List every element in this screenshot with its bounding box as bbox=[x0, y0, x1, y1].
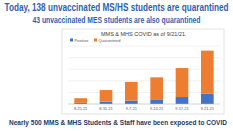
x-tick-label: 9.14.21 bbox=[150, 106, 164, 111]
bar bbox=[150, 99, 163, 104]
grid-line bbox=[68, 57, 220, 58]
subheadline: 43 unvaccinated MES students are also qu… bbox=[33, 15, 201, 25]
footer: Nearly 500 MMS & MHS Students & Staff ha… bbox=[9, 118, 228, 127]
bar bbox=[125, 101, 138, 104]
bar bbox=[100, 102, 113, 104]
root: Today, 138 unvaccinated MS/HS students a… bbox=[0, 0, 233, 131]
bar bbox=[150, 77, 163, 99]
x-tick-label: 8.25.21 bbox=[74, 106, 88, 111]
legend-swatch bbox=[94, 39, 97, 42]
x-tick-label: 9.21.21 bbox=[201, 106, 215, 111]
x-axis bbox=[68, 104, 220, 105]
grid-line bbox=[68, 104, 220, 105]
grid-line bbox=[68, 92, 220, 93]
legend-label: Positive bbox=[75, 38, 90, 43]
chart-frame bbox=[62, 29, 224, 114]
grid-line bbox=[68, 80, 220, 81]
bar bbox=[125, 82, 138, 101]
canvas: Today, 138 unvaccinated MS/HS students a… bbox=[0, 0, 233, 131]
bars bbox=[74, 51, 213, 104]
legend-swatch bbox=[70, 39, 73, 42]
bar bbox=[100, 90, 113, 102]
bar bbox=[201, 51, 214, 94]
bar bbox=[74, 98, 87, 103]
chart-title: MMS & MHS COVID as of 9/21/21 bbox=[101, 31, 185, 37]
bar bbox=[201, 94, 214, 104]
bar bbox=[176, 97, 189, 104]
grid-line bbox=[68, 46, 220, 47]
headline: Today, 138 unvaccinated MS/HS students a… bbox=[5, 2, 229, 13]
grid-line bbox=[68, 69, 220, 70]
bar bbox=[176, 68, 189, 97]
x-tick-label: 8.31.21 bbox=[99, 106, 113, 111]
x-tick-label: 9.7.21 bbox=[126, 106, 138, 111]
legend-label: Quarantined bbox=[99, 38, 121, 43]
x-tick-label: 9.17.21 bbox=[175, 106, 189, 111]
